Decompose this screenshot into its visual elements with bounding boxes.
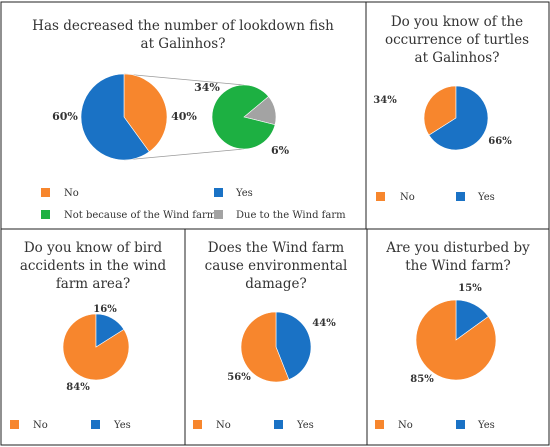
- chart-5-title-line-1: Are you disturbed by: [385, 240, 530, 256]
- chart-1-legend-not-wind-farm: Not because of the Wind farm: [64, 210, 217, 221]
- chart-5-legend-yes: Yes: [477, 420, 495, 431]
- chart-3-title-line-3: farm area?: [56, 276, 130, 292]
- chart-1-title-line-2: at Galinhos?: [141, 36, 226, 52]
- chart-5-label-no: 85%: [410, 374, 434, 385]
- chart-4-legend-yes: Yes: [296, 420, 314, 431]
- chart-5-legend-no: No: [398, 420, 413, 431]
- chart-5-title-line-2: the Wind farm?: [405, 258, 511, 274]
- chart-1-legend-not-wind-farm-swatch: [41, 210, 50, 219]
- chart-1-label-not-wind-farm: 34%: [194, 81, 220, 94]
- chart-4-title-line-1: Does the Wind farm: [208, 240, 345, 256]
- chart-1-legend-yes-swatch: [214, 188, 223, 197]
- chart-1-slice-yes: [80, 73, 150, 161]
- chart-1-label-due-wind-farm: 6%: [271, 144, 290, 157]
- chart-3-legend-no: No: [33, 420, 48, 431]
- chart-4: Does the Wind farm cause environmental d…: [193, 240, 347, 431]
- chart-4-slice-yes: [240, 311, 290, 383]
- chart-3-legend-no-swatch: [10, 420, 19, 429]
- chart-5-slice-yes: [415, 299, 497, 381]
- chart-4-legend-yes-swatch: [274, 420, 283, 429]
- chart-1-connector-top: [123, 73, 245, 86]
- chart-5-legend-no-swatch: [375, 420, 384, 429]
- chart-1-legend-yes: Yes: [235, 188, 253, 199]
- chart-2-title-line-1: Do you know of the: [391, 14, 523, 30]
- chart-1-slice-no: [123, 73, 168, 153]
- chart-3: Do you know of bird accidents in the win…: [10, 240, 167, 431]
- chart-4-slice-no: [275, 311, 312, 380]
- chart-2-title-line-2: occurrence of turtles: [385, 32, 529, 48]
- chart-2-title-line-3: at Galinhos?: [415, 50, 500, 66]
- chart-3-title-line-2: accidents in the wind: [20, 258, 167, 274]
- chart-4-legend-no: No: [216, 420, 231, 431]
- chart-1-legend-due-wind-farm: Due to the Wind farm: [236, 210, 346, 221]
- chart-3-slice-yes: [95, 313, 125, 348]
- chart-4-legend-no-swatch: [193, 420, 202, 429]
- chart-2-label-no: 34%: [373, 95, 397, 106]
- panel-5-border: [366, 228, 550, 446]
- chart-5-legend-yes-swatch: [456, 420, 465, 429]
- chart-4-label-yes: 44%: [312, 318, 336, 329]
- chart-2-slice-yes: [428, 85, 489, 151]
- chart-3-title-line-1: Do you know of bird: [24, 240, 163, 256]
- chart-2-legend-no: No: [400, 192, 415, 203]
- chart-1-label-yes: 60%: [52, 110, 78, 123]
- chart-2: Do you know of the occurrence of turtles…: [373, 14, 529, 203]
- chart-1-legend-no-swatch: [41, 188, 50, 197]
- chart-1-title-line-1: Has decreased the number of lookdown fis…: [32, 18, 334, 34]
- chart-3-legend-yes-swatch: [91, 420, 100, 429]
- chart-2-legend-no-swatch: [376, 192, 385, 201]
- chart-1-subslice-due-wind-farm: [211, 84, 276, 150]
- chart-1-legend-due-wind-farm-swatch: [214, 210, 223, 219]
- chart-4-label-no: 56%: [227, 372, 251, 383]
- chart-2-legend-yes-swatch: [456, 192, 465, 201]
- chart-1-connector-bottom: [123, 148, 245, 161]
- chart-1-label-no: 40%: [171, 110, 197, 123]
- chart-4-title-line-3: damage?: [245, 276, 306, 292]
- chart-1: Has decreased the number of lookdown fis…: [32, 18, 346, 221]
- chart-5: Are you disturbed by the Wind farm? 15% …: [375, 240, 530, 431]
- chart-2-label-yes: 66%: [488, 136, 512, 147]
- chart-1-legend-no: No: [64, 188, 79, 199]
- chart-3-legend-yes: Yes: [113, 420, 131, 431]
- chart-2-legend-yes: Yes: [477, 192, 495, 203]
- chart-4-title-line-2: cause environmental: [205, 258, 348, 274]
- chart-5-label-yes: 15%: [458, 283, 482, 294]
- chart-3-label-no: 84%: [66, 382, 90, 393]
- chart-3-label-yes: 16%: [93, 304, 117, 315]
